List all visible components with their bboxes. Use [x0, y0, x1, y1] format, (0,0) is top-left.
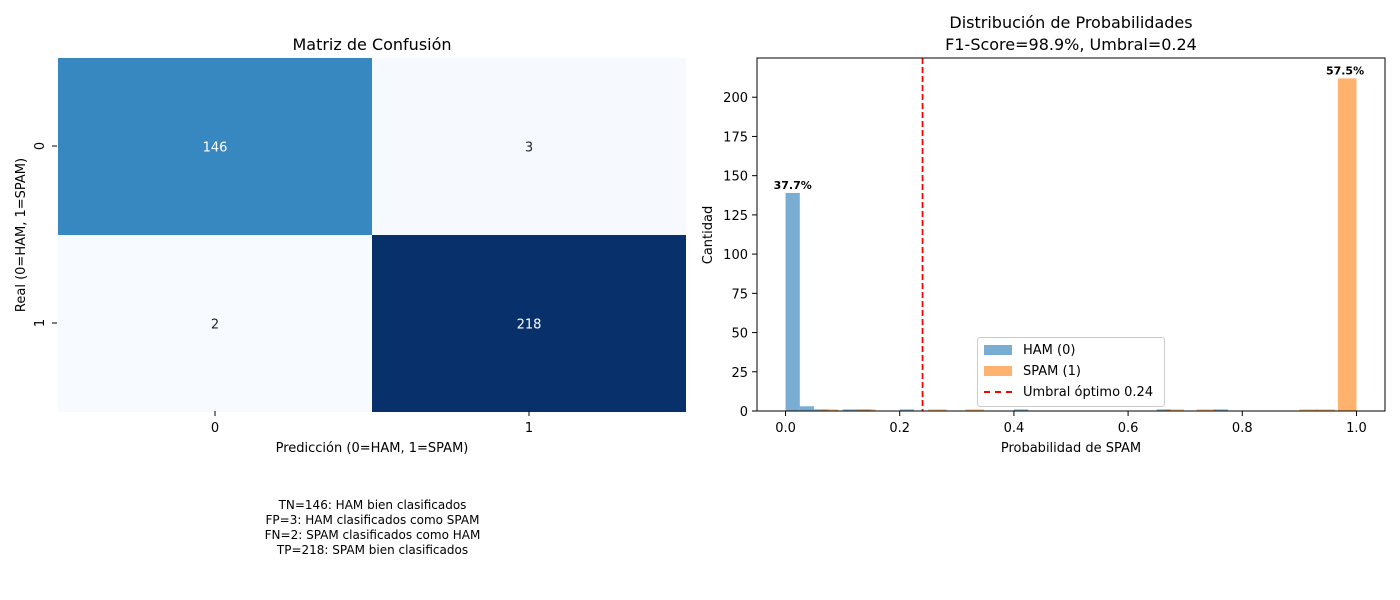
- legend-item-spam: SPAM (1): [984, 362, 1081, 380]
- hist-bar-ham-3: [842, 409, 857, 411]
- cm-y-tick-label-0: 0: [33, 142, 48, 150]
- hist-bar-spam-4: [1165, 409, 1184, 411]
- summary-line-fn: FN=2: SPAM clasificados como HAM: [264, 528, 481, 542]
- histogram-legend: HAM (0) SPAM (1) Umbral óptimo 0.24: [977, 337, 1165, 407]
- hist-x-tick-label-4: 0.8: [1232, 421, 1253, 436]
- cm-cell-value-0-1: 3: [525, 141, 533, 156]
- histogram-bars: [785, 58, 1357, 411]
- confusion-matrix-y-ticks: 0 1: [33, 142, 57, 327]
- hist-bar-ham-8: [1213, 409, 1228, 411]
- hist-y-tick-label-8: 200: [723, 91, 748, 106]
- cm-y-tick-label-1: 1: [33, 319, 48, 327]
- hist-x-tick-label-0: 0.0: [775, 421, 796, 436]
- summary-line-fp: FP=3: HAM clasificados como SPAM: [265, 513, 480, 527]
- hist-y-tick-label-4: 100: [723, 248, 748, 263]
- confusion-matrix-cells: 146 3 2 218: [58, 58, 686, 412]
- legend-line-threshold: [984, 391, 1012, 393]
- confusion-matrix: Matriz de Confusión 146 3 2 218 0 1 0 1 Pre…: [14, 35, 686, 456]
- annotation-ham-pct: 37.7%: [774, 179, 812, 192]
- cm-cell-0-0: [58, 58, 372, 235]
- hist-y-tick-label-3: 75: [731, 287, 748, 302]
- cm-cell-value-1-0: 2: [211, 318, 219, 333]
- hist-bar-spam-2: [928, 409, 947, 411]
- hist-bar-spam-3: [965, 409, 984, 411]
- legend-swatch-ham: [984, 345, 1012, 355]
- hist-bar-spam-7: [1316, 409, 1336, 411]
- cm-cell-value-1-1: 218: [517, 318, 542, 333]
- classification-summary: TN=146: HAM bien clasificados FP=3: HAM …: [200, 498, 545, 558]
- histogram-frame: [756, 57, 1386, 412]
- histogram-title-line1: Distribución de Probabilidades: [949, 13, 1192, 32]
- legend-item-ham: HAM (0): [984, 341, 1075, 359]
- legend-item-threshold: Umbral óptimo 0.24: [984, 383, 1153, 401]
- legend-swatch-spam: [984, 366, 1012, 376]
- hist-bar-ham-6: [1013, 409, 1029, 411]
- cm-cell-value-0-0: 146: [203, 141, 228, 156]
- hist-bar-spam-6: [1299, 409, 1318, 411]
- histogram-annotations: 37.7% 57.5%: [774, 64, 1365, 192]
- hist-y-tick-label-5: 125: [723, 209, 748, 224]
- hist-y-tick-label-7: 175: [723, 130, 748, 145]
- annotation-spam-pct: 57.5%: [1326, 64, 1364, 77]
- hist-x-tick-label-5: 1.0: [1346, 421, 1367, 436]
- hist-bar-spam-8: [1337, 78, 1357, 411]
- hist-bar-ham-5: [899, 409, 914, 411]
- hist-y-tick-label-2: 50: [731, 327, 748, 342]
- hist-x-tick-label-3: 0.6: [1118, 421, 1139, 436]
- legend-label-threshold: Umbral óptimo 0.24: [1023, 384, 1154, 400]
- confusion-matrix-title: Matriz de Confusión: [292, 35, 451, 54]
- hist-bar-ham-1: [799, 406, 815, 411]
- confusion-matrix-x-ticks: 0 1: [211, 411, 533, 436]
- legend-label-ham: HAM (0): [1023, 342, 1076, 358]
- hist-bar-spam-1: [856, 409, 876, 411]
- summary-line-tn: TN=146: HAM bien clasificados: [278, 498, 467, 512]
- hist-bar-ham-7: [1156, 409, 1171, 411]
- cm-x-tick-label-0: 0: [211, 421, 219, 436]
- hist-x-tick-label-2: 0.4: [1004, 421, 1025, 436]
- hist-bar-ham-0: [785, 192, 800, 411]
- cm-cell-0-1: [372, 58, 686, 235]
- confusion-matrix-xlabel: Predicción (0=HAM, 1=SPAM): [276, 441, 469, 456]
- histogram-x-ticks: 0.0 0.2 0.4 0.6 0.8 1.0: [775, 411, 1367, 436]
- histogram-ylabel: Cantidad: [701, 206, 716, 264]
- hist-y-tick-label-1: 25: [731, 366, 748, 381]
- histogram-y-ticks: 0 25 50 75 100 125 150 175 200: [723, 91, 757, 420]
- hist-x-tick-label-1: 0.2: [889, 421, 910, 436]
- summary-line-tp: TP=218: SPAM bien clasificados: [276, 543, 469, 557]
- histogram-xlabel: Probabilidad de SPAM: [1001, 441, 1141, 456]
- hist-y-tick-label-6: 150: [723, 170, 748, 185]
- cm-cell-1-0: [58, 235, 372, 412]
- hist-y-tick-label-0: 0: [740, 405, 748, 420]
- probability-histogram: Distribución de Probabilidades F1-Score=…: [701, 13, 1386, 456]
- cm-x-tick-label-1: 1: [525, 421, 533, 436]
- legend-label-spam: SPAM (1): [1023, 363, 1081, 379]
- histogram-title-line2: F1-Score=98.9%, Umbral=0.24: [945, 35, 1197, 54]
- cm-cell-1-1: [372, 235, 686, 412]
- hist-bar-spam-5: [1196, 409, 1216, 411]
- hist-bar-spam-0: [819, 409, 839, 411]
- confusion-matrix-ylabel: Real (0=HAM, 1=SPAM): [14, 158, 29, 312]
